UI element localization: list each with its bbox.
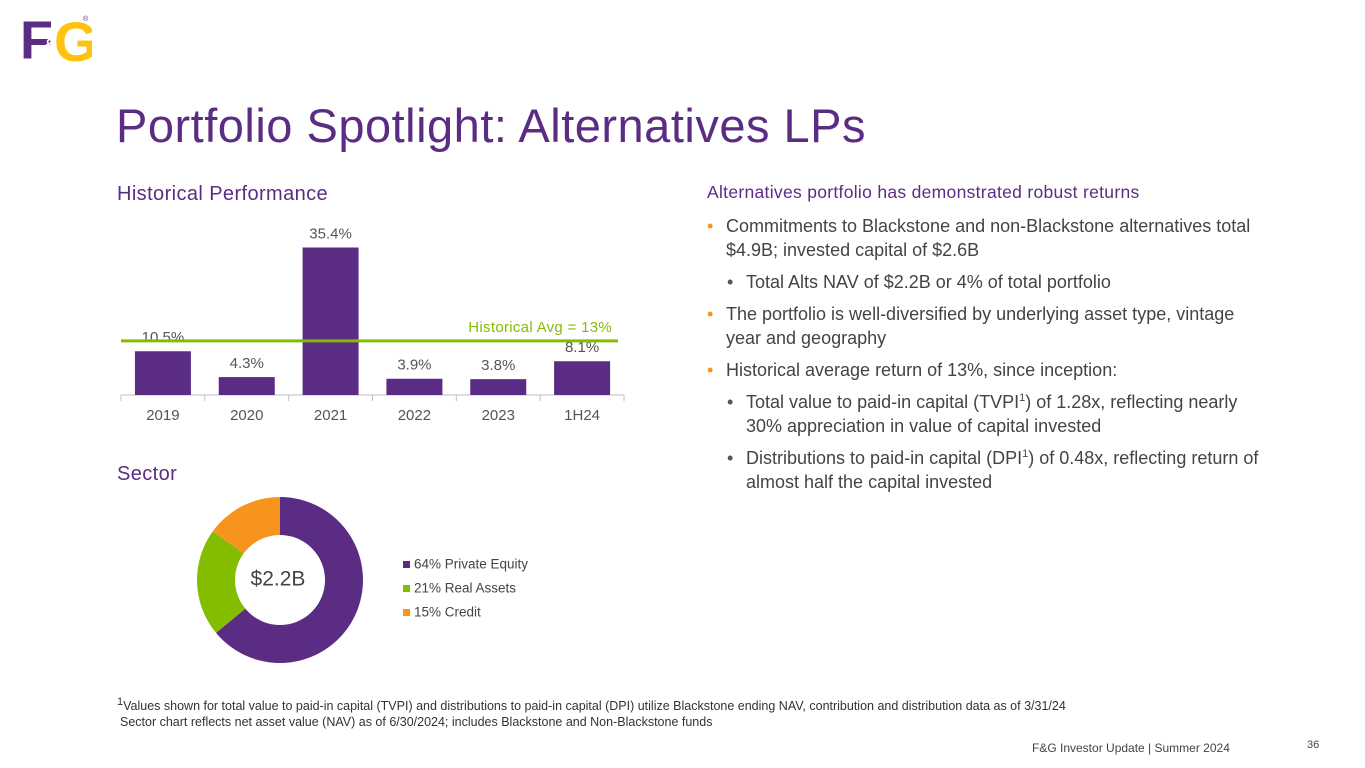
superscript: 1 — [1022, 448, 1029, 460]
bar — [218, 377, 275, 395]
bullet-marker: • — [707, 216, 714, 236]
bullet-marker: • — [727, 272, 734, 292]
x-tick-label: 1H24 — [564, 407, 600, 424]
superscript: 1 — [1019, 392, 1026, 404]
value-label: 4.3% — [230, 355, 264, 372]
bullet-text: Total value to paid-in capital (TVPI — [746, 392, 1020, 412]
legend-swatch — [403, 585, 410, 592]
bullet-text: ) of 1.28x, reflecting nearly 30% apprec… — [746, 392, 1238, 436]
donut-slice — [212, 497, 280, 554]
bullets-heading: Alternatives portfolio has demonstrated … — [707, 182, 1140, 202]
logo-f: F — [20, 14, 53, 68]
bar — [554, 361, 611, 395]
charts: 10.5% 2019 4.3% 2020 35.4% 2021 3.9% 2022 3.8% 20… — [120, 225, 625, 664]
value-label: 8.1% — [565, 339, 599, 356]
x-tick-label: 2021 — [314, 407, 347, 424]
legend-label: 21% Real Assets — [414, 581, 516, 596]
bullet-text: Commitments to Blackstone and non-Blacks… — [726, 216, 1251, 260]
x-tick-label: 2023 — [482, 407, 515, 424]
logo-reg: ® — [83, 15, 89, 23]
average-label: Historical Avg = 13% — [468, 319, 612, 336]
bar — [470, 379, 527, 395]
slide-title: Portfolio Spotlight: Alternatives LPs — [116, 99, 867, 152]
logo-g: G — [54, 14, 92, 68]
bar-chart-title: Historical Performance — [117, 183, 329, 205]
logo: F G & ® — [20, 14, 92, 68]
bullet-marker: • — [707, 304, 714, 324]
bullet-text: Total Alts NAV of $2.2B or 4% of total p… — [746, 272, 1111, 292]
donut-center-label: $2.2B — [251, 568, 306, 591]
footnote-1: 1Values shown for total value to paid-in… — [117, 695, 1066, 714]
bullet-text: ) of 0.48x, reflecting return of almost … — [746, 448, 1259, 492]
legend-label: 15% Credit — [414, 605, 481, 620]
footer-text: F&G Investor Update | Summer 2024 — [1032, 741, 1230, 755]
legend-label: 64% Private Equity — [414, 557, 528, 572]
bar — [134, 351, 191, 395]
logo-amp: & — [44, 37, 56, 54]
bullet-item: • Total value to paid-in capital (TVPI1) … — [707, 390, 1267, 438]
legend-swatch — [403, 609, 410, 616]
bullet-item: • The portfolio is well-diversified by un… — [707, 302, 1267, 350]
x-tick-label: 2020 — [230, 407, 263, 424]
x-tick-label: 2019 — [146, 407, 179, 424]
footnote-mark: 1 — [117, 695, 124, 708]
bullet-marker: • — [707, 360, 714, 380]
page-number: 36 — [1307, 739, 1320, 751]
bullet-item: • Total Alts NAV of $2.2B or 4% of total … — [707, 270, 1267, 294]
value-label: 3.8% — [481, 357, 515, 374]
bar — [302, 247, 359, 395]
donut-chart-title: Sector — [117, 463, 178, 485]
x-tick-label: 2022 — [398, 407, 431, 424]
bullet-text: Distributions to paid-in capital (DPI — [746, 448, 1023, 468]
value-label: 10.5% — [142, 329, 185, 346]
donut-slice — [216, 497, 364, 664]
bullet-item: • Distributions to paid-in capital (DPI1)… — [707, 446, 1267, 494]
footnotes: 1Values shown for total value to paid-in… — [117, 695, 1066, 730]
value-label: 35.4% — [309, 225, 352, 242]
bullet-item: • Commitments to Blackstone and non-Black… — [707, 214, 1267, 262]
bar — [386, 378, 443, 395]
donut-slice — [197, 531, 246, 633]
bullet-marker: • — [727, 392, 734, 412]
value-label: 3.9% — [397, 357, 431, 374]
footnote-2: Sector chart reflects net asset value (N… — [120, 715, 713, 729]
bullet-item: • Historical average return of 13%, since… — [707, 358, 1267, 382]
bullet-marker: • — [727, 448, 734, 468]
bullet-text: Historical average return of 13%, since … — [726, 360, 1118, 380]
bullet-text: The portfolio is well-diversified by und… — [726, 304, 1235, 348]
footnote-text: Values shown for total value to paid-in … — [123, 699, 1066, 713]
bullet-list: • Commitments to Blackstone and non-Black… — [707, 214, 1267, 502]
legend-swatch — [403, 561, 410, 568]
